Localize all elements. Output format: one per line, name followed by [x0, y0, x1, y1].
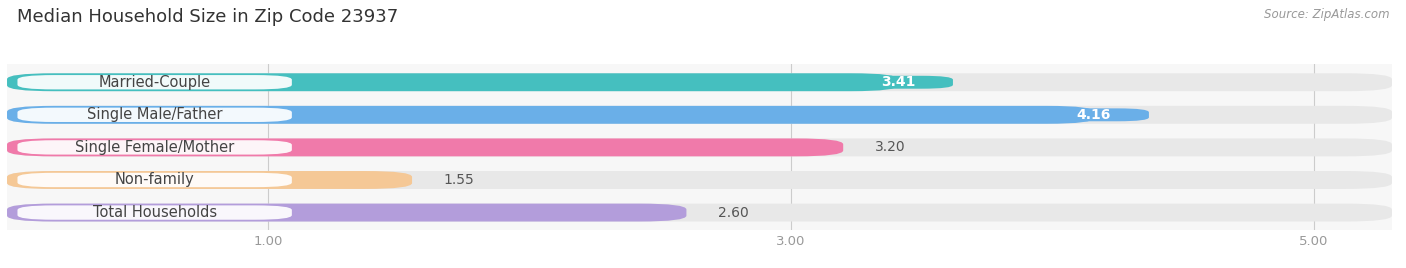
- Text: 3.20: 3.20: [875, 140, 905, 154]
- Text: Single Male/Father: Single Male/Father: [87, 107, 222, 122]
- Text: Median Household Size in Zip Code 23937: Median Household Size in Zip Code 23937: [17, 8, 398, 26]
- Text: 3.41: 3.41: [882, 75, 915, 89]
- FancyBboxPatch shape: [844, 76, 953, 89]
- FancyBboxPatch shape: [17, 173, 292, 187]
- Text: 4.16: 4.16: [1077, 108, 1111, 122]
- FancyBboxPatch shape: [7, 106, 1392, 124]
- Text: Total Households: Total Households: [93, 205, 217, 220]
- FancyBboxPatch shape: [7, 204, 1392, 222]
- Text: Married-Couple: Married-Couple: [98, 75, 211, 90]
- Text: 1.55: 1.55: [443, 173, 474, 187]
- FancyBboxPatch shape: [7, 139, 1392, 156]
- Text: 2.60: 2.60: [718, 206, 748, 219]
- FancyBboxPatch shape: [7, 73, 898, 91]
- Text: Non-family: Non-family: [115, 173, 194, 188]
- FancyBboxPatch shape: [17, 205, 292, 220]
- FancyBboxPatch shape: [7, 204, 686, 222]
- FancyBboxPatch shape: [17, 75, 292, 90]
- FancyBboxPatch shape: [7, 171, 412, 189]
- Text: Single Female/Mother: Single Female/Mother: [75, 140, 235, 155]
- FancyBboxPatch shape: [17, 140, 292, 155]
- Text: Source: ZipAtlas.com: Source: ZipAtlas.com: [1264, 8, 1389, 21]
- FancyBboxPatch shape: [7, 139, 844, 156]
- FancyBboxPatch shape: [7, 171, 1392, 189]
- FancyBboxPatch shape: [7, 106, 1094, 124]
- FancyBboxPatch shape: [1039, 108, 1149, 121]
- FancyBboxPatch shape: [17, 108, 292, 122]
- FancyBboxPatch shape: [7, 73, 1392, 91]
